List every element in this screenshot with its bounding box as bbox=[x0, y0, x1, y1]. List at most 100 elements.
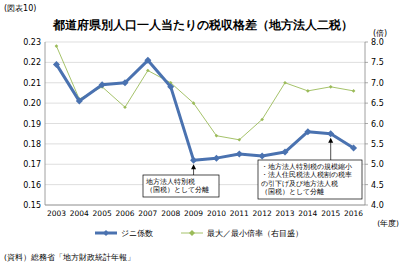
point bbox=[282, 149, 289, 156]
y2-tick-label: 6.0 bbox=[371, 120, 384, 129]
point bbox=[327, 130, 334, 137]
title: 都道府県別人口一人当たりの税収格差（地方法人二税） bbox=[52, 18, 353, 32]
grid-line bbox=[45, 123, 365, 124]
y2-tick-label: 5.5 bbox=[371, 140, 384, 149]
grid-line bbox=[45, 62, 365, 63]
y2-unit: (倍) bbox=[373, 29, 387, 38]
y2-tick bbox=[365, 62, 368, 63]
source: (資料）総務省「地方財政統計年報」 bbox=[4, 253, 135, 262]
x-tick-label: 2007 bbox=[138, 209, 157, 218]
x-tick-label: 2010 bbox=[207, 209, 226, 218]
point bbox=[144, 57, 151, 64]
y2-tick bbox=[365, 82, 368, 83]
x-label: (年度) bbox=[377, 219, 399, 228]
y2-tick-label: 7.5 bbox=[371, 58, 384, 67]
legend-marker bbox=[103, 230, 109, 236]
x-tick-label: 2004 bbox=[70, 209, 89, 218]
point bbox=[215, 134, 219, 138]
point bbox=[304, 128, 311, 135]
point bbox=[123, 105, 127, 109]
grid-line bbox=[45, 103, 365, 104]
x-tick-label: 2008 bbox=[161, 209, 180, 218]
x-axis bbox=[45, 205, 365, 206]
point bbox=[55, 44, 59, 48]
x-tick-label: 2016 bbox=[344, 209, 363, 218]
legend-label: ジニ係数 bbox=[121, 229, 153, 238]
point bbox=[192, 101, 196, 105]
y-tick-label: 0.22 bbox=[23, 58, 41, 67]
series-line bbox=[56, 46, 353, 140]
point bbox=[122, 79, 129, 86]
y2-tick-label: 4.0 bbox=[371, 201, 384, 210]
point bbox=[283, 81, 287, 85]
y-tick-label: 0.15 bbox=[23, 201, 41, 210]
y-tick-label: 0.16 bbox=[23, 181, 41, 190]
y2-tick bbox=[365, 143, 368, 144]
y2-tick bbox=[365, 205, 368, 206]
y2-tick bbox=[365, 123, 368, 124]
series-line bbox=[56, 60, 353, 160]
annotation-arrow bbox=[330, 140, 331, 160]
x-tick-label: 2006 bbox=[115, 209, 134, 218]
y-tick-label: 0.19 bbox=[23, 120, 41, 129]
point bbox=[259, 153, 266, 160]
x-tick-label: 2003 bbox=[47, 209, 66, 218]
annotation-box bbox=[143, 175, 219, 197]
point bbox=[329, 85, 333, 89]
point bbox=[260, 118, 264, 122]
grid-line bbox=[45, 82, 365, 83]
annotation-text: （国税）として分離 bbox=[146, 186, 209, 194]
annotation-text: ・法人住民税法人税割の税率 bbox=[261, 171, 352, 179]
point bbox=[213, 155, 220, 162]
point bbox=[190, 157, 197, 164]
y2-tick bbox=[365, 184, 368, 185]
y2-tick bbox=[365, 42, 368, 43]
x-tick-label: 2013 bbox=[275, 209, 294, 218]
y2-axis bbox=[365, 42, 366, 205]
x-tick-label: 2005 bbox=[93, 209, 112, 218]
chart: (図表10) 都道府県別人口一人当たりの税収格差（地方法人二税） 0.15 0.16 0… bbox=[0, 0, 405, 268]
y-tick-label: 0.20 bbox=[23, 99, 41, 108]
y2-tick-label: 4.5 bbox=[371, 181, 384, 190]
point bbox=[236, 151, 243, 158]
y2-tick bbox=[365, 164, 368, 165]
y-tick-label: 0.17 bbox=[23, 160, 41, 169]
y2-tick-label: 5.0 bbox=[371, 160, 384, 169]
point bbox=[53, 61, 60, 68]
point bbox=[352, 89, 356, 93]
annotation-text: （国税）として分離 bbox=[261, 188, 324, 196]
figure-label: (図表10) bbox=[4, 4, 36, 13]
y2-tick-label: 8.0 bbox=[371, 38, 384, 47]
point bbox=[146, 69, 150, 73]
point bbox=[167, 83, 174, 90]
y-tick-label: 0.18 bbox=[23, 140, 41, 149]
grid-line bbox=[45, 42, 365, 43]
x-tick-label: 2011 bbox=[230, 209, 249, 218]
data-group bbox=[53, 44, 357, 163]
annotation-text: 地方法人特別税 bbox=[145, 178, 195, 186]
point bbox=[237, 138, 241, 142]
annotation-arrowhead bbox=[328, 138, 333, 143]
y-tick-label: 0.23 bbox=[23, 38, 41, 47]
y2-tick bbox=[365, 103, 368, 104]
grid-line bbox=[45, 205, 365, 206]
annotation-box bbox=[258, 160, 362, 199]
y2-tick-label: 7.0 bbox=[371, 79, 384, 88]
y-axis bbox=[45, 42, 46, 205]
x-tick-label: 2015 bbox=[321, 209, 340, 218]
x-tick-label: 2012 bbox=[253, 209, 272, 218]
point bbox=[306, 89, 310, 93]
x-tick-label: 2014 bbox=[298, 209, 317, 218]
x-tick-label: 2009 bbox=[184, 209, 203, 218]
y-tick-label: 0.21 bbox=[23, 79, 41, 88]
annotation-text: の引下げ及び地方法人税 bbox=[261, 180, 338, 188]
legend-marker bbox=[189, 230, 195, 236]
legend-label: 最大／最小倍率（右目盛） bbox=[207, 229, 303, 238]
grid-line bbox=[45, 143, 365, 144]
y2-tick-label: 6.5 bbox=[371, 99, 384, 108]
point bbox=[99, 81, 106, 88]
point bbox=[76, 98, 83, 105]
point bbox=[350, 144, 357, 151]
annotation-text: ・地方法人特別税の規模縮小 bbox=[261, 163, 352, 171]
annotation-arrowhead bbox=[191, 164, 196, 169]
